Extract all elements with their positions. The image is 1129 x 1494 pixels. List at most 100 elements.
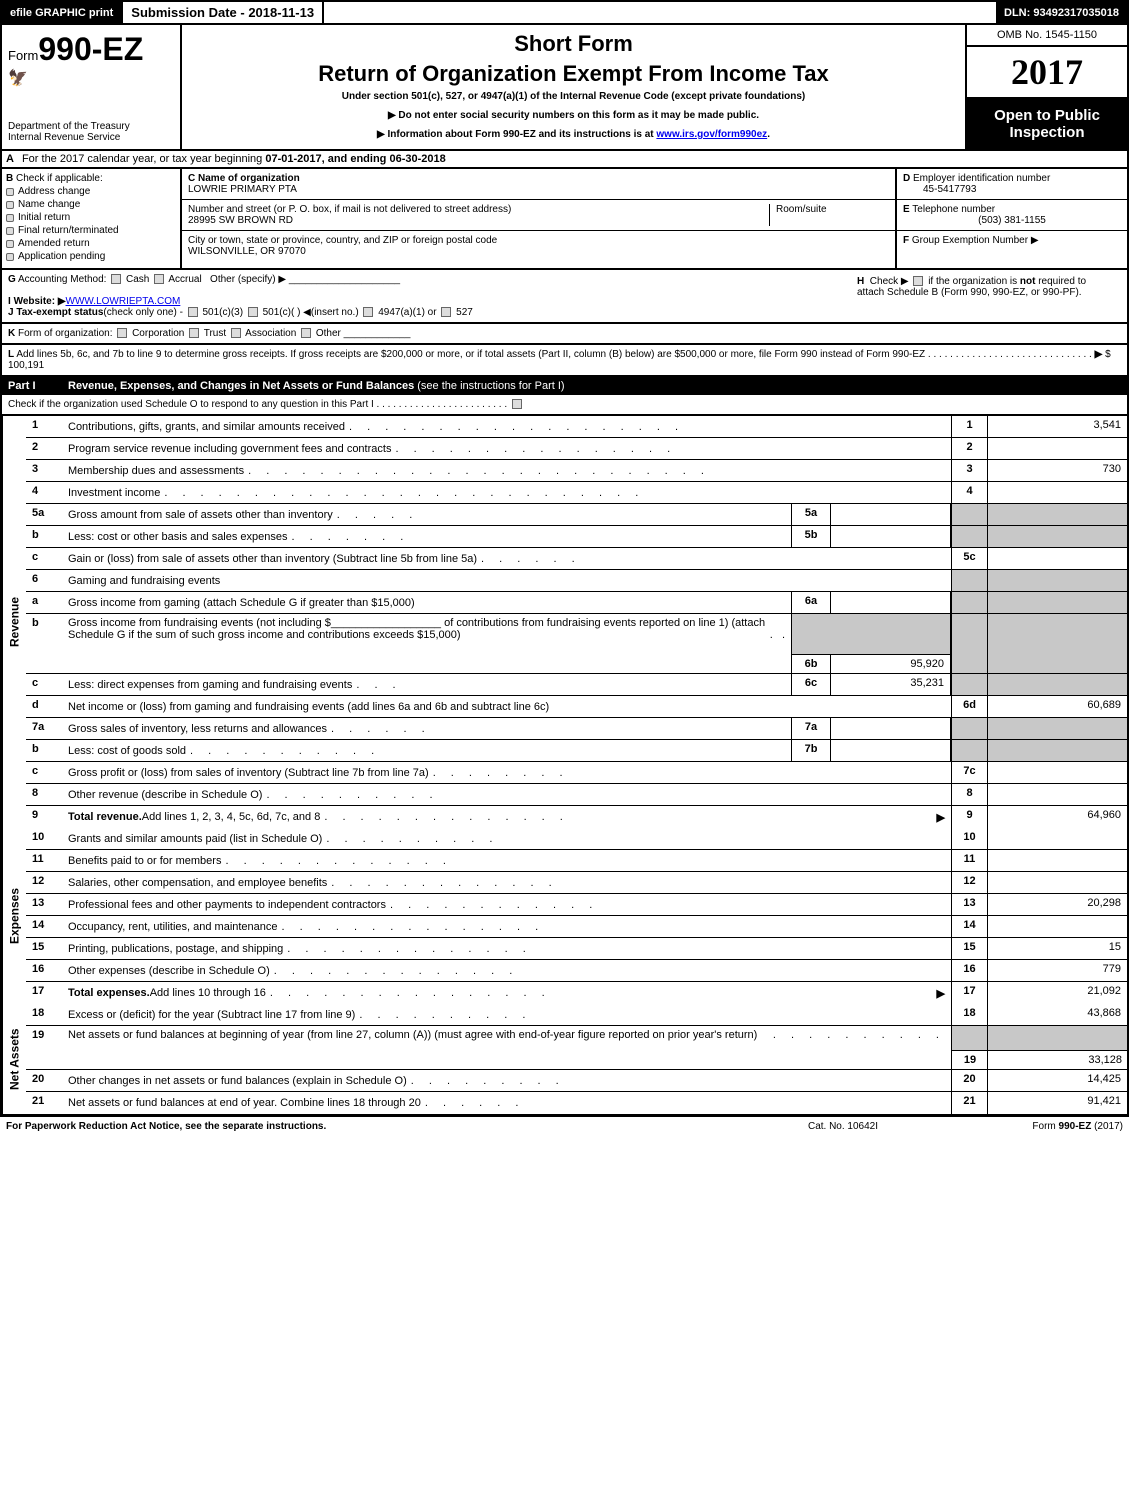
line-no: 16 [26,960,62,981]
expenses-group: Expenses 10 Grants and similar amounts p… [2,828,1127,1004]
line-no: 6 [26,570,62,591]
num-col: 8 [951,784,987,805]
top-spacer [324,2,996,23]
efile-label: efile GRAPHIC print [2,2,123,23]
footer: For Paperwork Reduction Act Notice, see … [0,1116,1129,1136]
instr-2-suffix: . [767,129,770,140]
num-col [951,614,987,673]
revenue-group: Revenue 1 Contributions, gifts, grants, … [2,416,1127,828]
check-application-pending[interactable]: Application pending [6,251,176,262]
label-f: F [903,235,909,246]
k-other: Other [316,328,341,339]
website-link[interactable]: WWW.LOWRIEPTA.COM [66,296,181,307]
checkbox-icon[interactable] [154,274,164,284]
checkbox-icon[interactable] [111,274,121,284]
mid-val [831,504,951,525]
line-desc: Add lines 10 through 16 [150,987,266,999]
a-mid: , and ending [322,153,390,165]
line-no: b [26,526,62,547]
label-i: I [8,296,11,307]
label-l: L [8,349,14,360]
mid-box: 5b [791,526,831,547]
mid-val [831,592,951,613]
tax-year: 2017 [967,47,1127,99]
line-18: 18 Excess or (deficit) for the year (Sub… [26,1004,1127,1026]
city-label: City or town, state or province, country… [188,235,497,246]
line-7b: b Less: cost of goods sold. . . . . . . … [26,740,1127,762]
num-col [951,740,987,761]
a-text: For the 2017 calendar year, or tax year … [18,151,450,167]
header-left: Form990-EZ 🦅 Department of the Treasury … [2,25,182,149]
line-desc: Gross sales of inventory, less returns a… [68,723,327,735]
instr-link[interactable]: www.irs.gov/form990ez [656,129,767,140]
top-bar: efile GRAPHIC print Submission Date - 20… [0,0,1129,25]
mid-val: 95,920 [831,654,951,673]
line-desc: Net income or (loss) from gaming and fun… [68,701,549,713]
g-accounting: G Accounting Method: Cash Accrual Other … [8,274,851,318]
check-amended-return[interactable]: Amended return [6,238,176,249]
main-info-box: B Check if applicable: Address change Na… [0,169,1129,270]
num-col: 16 [951,960,987,981]
line-no: 21 [26,1092,62,1114]
val-col: 60,689 [987,696,1127,717]
room-suite: Room/suite [769,204,889,226]
num-col: 7c [951,762,987,783]
checkbox-icon[interactable] [441,307,451,317]
l-arrow: ▶ [1095,349,1103,360]
line-desc: Other expenses (describe in Schedule O) [68,965,270,977]
val-col [987,504,1127,525]
line-desc: Grants and similar amounts paid (list in… [68,833,322,845]
val-col: 3,541 [987,416,1127,437]
line-4: 4 Investment income. . . . . . . . . . .… [26,482,1127,504]
line-desc: Other changes in net assets or fund bala… [68,1075,407,1087]
checkbox-icon[interactable] [248,307,258,317]
check-final-return[interactable]: Final return/terminated [6,225,176,236]
checkbox-icon[interactable] [301,328,311,338]
street-address: 28995 SW BROWN RD [188,215,293,226]
telephone-value: (503) 381-1155 [903,215,1121,226]
check-initial-return[interactable]: Initial return [6,212,176,223]
check-name-change[interactable]: Name change [6,199,176,210]
num-col: 15 [951,938,987,959]
line-no: 14 [26,916,62,937]
checkbox-icon[interactable] [188,307,198,317]
line-2: 2 Program service revenue including gove… [26,438,1127,460]
val-col [987,850,1127,871]
omb-number: OMB No. 1545-1150 [967,25,1127,47]
part-1-header: Part I Revenue, Expenses, and Changes in… [0,377,1129,395]
line-no: 2 [26,438,62,459]
line-12: 12 Salaries, other compensation, and emp… [26,872,1127,894]
arrow-icon: ▶ [937,987,945,1000]
line-desc-bold: Total revenue. [68,811,142,823]
short-form-title: Short Form [192,31,955,57]
num-col [951,526,987,547]
check-address-change[interactable]: Address change [6,186,176,197]
line-no: 5a [26,504,62,525]
checkbox-icon[interactable] [363,307,373,317]
num-col: 9 [951,806,987,828]
footer-form-ref: Form 990-EZ (2017) [943,1121,1123,1132]
mid-box: 6a [791,592,831,613]
line-desc: Less: cost or other basis and sales expe… [68,531,288,543]
num-col [951,504,987,525]
num-col: 20 [951,1070,987,1091]
checkbox-icon[interactable] [512,399,522,409]
num-col [951,592,987,613]
checkbox-icon[interactable] [189,328,199,338]
checkbox-icon[interactable] [231,328,241,338]
checkbox-icon[interactable] [913,276,923,286]
line-desc: Gain or (loss) from sale of assets other… [68,553,477,565]
line-no: c [26,674,62,695]
net-assets-tab: Net Assets [2,1004,26,1114]
org-name: LOWRIE PRIMARY PTA [188,184,297,195]
line-6b: b Gross income from fundraising events (… [26,614,1127,674]
k-corp: Corporation [132,328,184,339]
tel-row: E Telephone number (503) 381-1155 [897,200,1127,231]
line-no: 15 [26,938,62,959]
city-row: City or town, state or province, country… [182,231,895,268]
b-title: Check if applicable: [16,173,103,184]
checkbox-icon[interactable] [117,328,127,338]
org-name-row: C Name of organization LOWRIE PRIMARY PT… [182,169,895,200]
k-section: K Form of organization: Corporation Trus… [0,324,1129,345]
dln-label: DLN: 93492317035018 [996,2,1127,23]
